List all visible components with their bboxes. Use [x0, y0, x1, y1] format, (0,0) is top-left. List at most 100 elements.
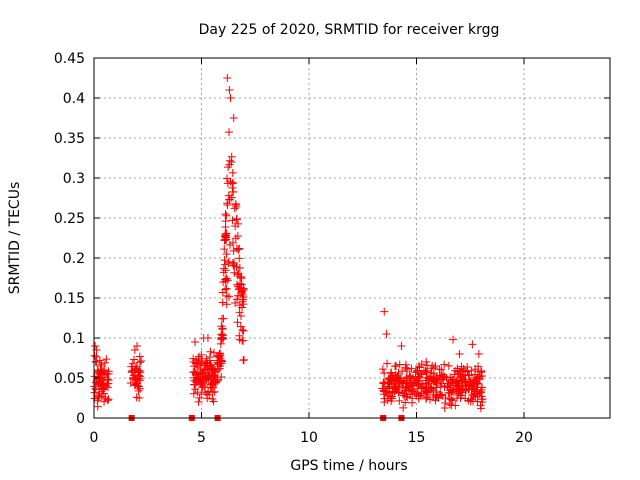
data-point [238, 303, 247, 312]
y-tick-label: 0.45 [54, 51, 85, 67]
y-tick-label: 0.2 [63, 251, 85, 267]
data-point [398, 367, 407, 376]
data-point [225, 156, 234, 165]
data-point [206, 347, 215, 356]
data-point [431, 362, 440, 371]
data-point [385, 379, 394, 388]
data-point [392, 361, 401, 370]
data-point [463, 363, 472, 372]
data-point [209, 397, 218, 406]
data-point [420, 389, 429, 398]
data-point [189, 389, 198, 398]
data-point [229, 246, 238, 255]
data-point [228, 259, 237, 268]
data-point [380, 369, 389, 378]
chart-title: Day 225 of 2020, SRMTID for receiver krg… [199, 22, 500, 38]
data-point [401, 363, 410, 372]
data-point [218, 298, 227, 307]
data-point [135, 352, 144, 361]
data-point [230, 261, 239, 270]
data-point [477, 404, 485, 413]
data-point [231, 222, 240, 231]
data-point [410, 388, 419, 397]
data-point [217, 357, 226, 366]
data-point [131, 380, 140, 389]
data-point [438, 391, 447, 400]
data-point [456, 386, 465, 395]
data-point [401, 382, 410, 391]
data-point [228, 168, 237, 177]
data-point [380, 307, 389, 316]
data-point [429, 390, 438, 399]
data-point [194, 397, 203, 406]
data-point [237, 287, 246, 296]
data-point [222, 284, 231, 293]
data-point [224, 292, 233, 301]
data-point [101, 358, 110, 367]
data-point [399, 403, 408, 412]
data-point [223, 201, 232, 210]
data-point [416, 391, 425, 400]
data-point [198, 368, 207, 377]
data-point [230, 204, 239, 213]
data-point [451, 401, 460, 410]
data-point [130, 355, 139, 364]
data-point [221, 210, 230, 219]
data-point [440, 360, 449, 369]
grid [94, 58, 610, 418]
data-point [392, 385, 401, 394]
data-point [223, 74, 232, 82]
data-point [197, 356, 206, 365]
data-point [432, 383, 441, 392]
y-tick-label: 0.1 [63, 331, 85, 347]
data-point [477, 395, 486, 404]
data-point [395, 360, 404, 369]
data-point [391, 371, 400, 380]
data-point [423, 366, 432, 375]
data-point [397, 377, 406, 386]
data-point [475, 389, 484, 398]
data-point [233, 280, 242, 289]
data-point [219, 278, 228, 287]
y-tick-label: 0 [76, 411, 85, 427]
data-point [202, 354, 211, 363]
data-point [237, 312, 246, 321]
data-point [94, 368, 103, 377]
data-point [407, 379, 416, 388]
data-point [458, 377, 467, 386]
y-tick-label: 0.05 [54, 371, 85, 387]
data-point [225, 86, 234, 94]
data-point [387, 394, 396, 403]
data-point [239, 295, 248, 304]
data-point [453, 391, 462, 400]
data-point [195, 352, 204, 361]
data-point [438, 373, 447, 382]
data-point [384, 378, 393, 387]
data-point [224, 191, 233, 200]
data-point [228, 216, 237, 225]
data-point [441, 398, 450, 407]
data-point [474, 350, 483, 358]
data-point [95, 356, 104, 365]
data-point [222, 211, 231, 220]
data-point [98, 376, 107, 385]
data-point [411, 368, 420, 377]
data-point [137, 356, 146, 365]
data-point [229, 114, 238, 122]
data-point [210, 387, 219, 396]
data-point [409, 373, 418, 382]
data-point [453, 366, 462, 375]
data-point [231, 299, 240, 308]
data-point [221, 266, 230, 275]
data-point [455, 350, 464, 358]
data-point [407, 364, 416, 373]
data-point [237, 289, 246, 298]
data-point [427, 368, 436, 377]
data-point [90, 351, 99, 360]
data-point [131, 364, 140, 373]
data-point [414, 394, 423, 403]
y-tick-label: 0.3 [63, 171, 85, 187]
data-point [400, 389, 409, 398]
data-point [235, 308, 244, 317]
